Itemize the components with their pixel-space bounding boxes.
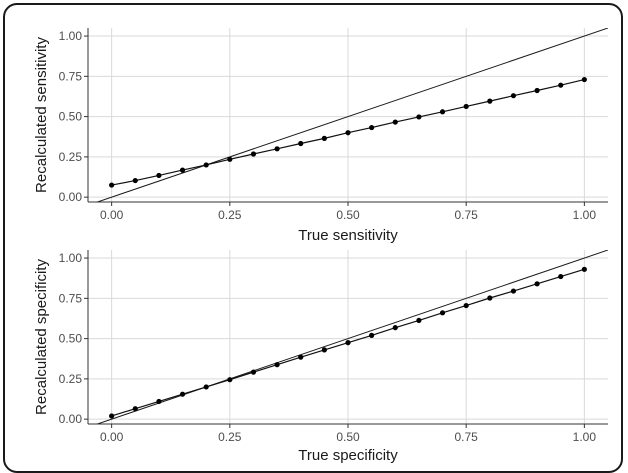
sens-point-10: [345, 130, 351, 136]
sens-x-tick-label-4: 1.00: [573, 208, 597, 222]
sens-point-16: [487, 98, 493, 104]
spec-point-12: [392, 325, 398, 331]
spec-point-0: [109, 413, 115, 419]
spec-point-7: [274, 362, 280, 368]
spec-point-11: [369, 332, 375, 338]
sens-reference-line: [95, 28, 608, 202]
sens-x-tick-label-2: 0.50: [336, 208, 360, 222]
sens-point-18: [534, 87, 540, 94]
sens-point-8: [298, 140, 304, 147]
sens-point-17: [510, 93, 517, 99]
figure-frame: [3, 3, 623, 473]
spec-x-axis-title: True specificity: [298, 447, 398, 464]
spec-x-tick-label-0: 0.00: [100, 430, 124, 444]
spec-point-1: [132, 406, 138, 412]
spec-x-tick-label-1: 0.25: [218, 430, 242, 444]
sens-point-9: [321, 135, 327, 141]
sens-point-12: [392, 119, 398, 125]
spec-y-tick-label-3: 0.75: [59, 291, 83, 305]
spec-point-2: [156, 398, 162, 405]
spec-x-tick-label-2: 0.50: [336, 430, 360, 444]
sens-y-axis-title: Recalculated sensitivity: [33, 37, 50, 193]
sens-point-7: [274, 146, 280, 152]
spec-point-20: [581, 266, 587, 272]
sens-x-tick-label-1: 0.25: [218, 208, 242, 222]
spec-point-17: [510, 288, 517, 294]
sens-y-tick-label-1: 0.25: [59, 150, 83, 164]
spec-y-tick-label-1: 0.25: [59, 372, 83, 386]
sens-point-15: [463, 103, 469, 110]
spec-y-tick-label-0: 0.00: [59, 412, 83, 426]
spec-point-16: [487, 295, 493, 301]
spec-point-19: [558, 273, 564, 280]
spec-point-18: [534, 281, 540, 287]
spec-point-9: [321, 347, 327, 353]
spec-point-3: [179, 391, 186, 397]
sens-y-tick-label-4: 1.00: [59, 29, 83, 43]
spec-point-4: [203, 384, 209, 390]
spec-y-tick-label-4: 1.00: [59, 251, 83, 265]
sens-point-14: [439, 109, 446, 115]
spec-reference-line: [95, 250, 608, 424]
sens-point-1: [132, 177, 138, 184]
sens-point-19: [558, 82, 564, 88]
sens-y-tick-label-0: 0.00: [59, 190, 83, 204]
sens-point-0: [109, 182, 115, 188]
sens-point-6: [250, 151, 257, 157]
sens-x-tick-label-0: 0.00: [100, 208, 124, 222]
spec-point-13: [416, 317, 422, 324]
sens-point-3: [179, 167, 186, 173]
sens-x-tick-label-3: 0.75: [455, 208, 479, 222]
sens-y-tick-label-2: 0.50: [59, 110, 83, 124]
spec-point-8: [298, 354, 304, 360]
sens-x-axis-title: True sensitivity: [298, 227, 398, 244]
spec-x-tick-label-3: 0.75: [455, 430, 479, 444]
spec-point-15: [463, 302, 469, 309]
spec-point-14: [439, 310, 446, 316]
spec-point-6: [250, 369, 257, 375]
sens-point-2: [156, 172, 162, 179]
spec-x-tick-label-4: 1.00: [573, 430, 597, 444]
sens-point-20: [581, 76, 587, 83]
spec-point-5: [227, 377, 233, 383]
sens-point-5: [227, 156, 233, 162]
spec-y-tick-label-2: 0.50: [59, 332, 83, 346]
sens-point-11: [369, 124, 375, 131]
spec-y-axis-title: Recalculated specificity: [33, 259, 50, 415]
sens-y-tick-label-3: 0.75: [59, 69, 83, 83]
spec-point-10: [345, 340, 351, 346]
sens-point-13: [416, 114, 422, 120]
sens-point-4: [203, 162, 209, 168]
